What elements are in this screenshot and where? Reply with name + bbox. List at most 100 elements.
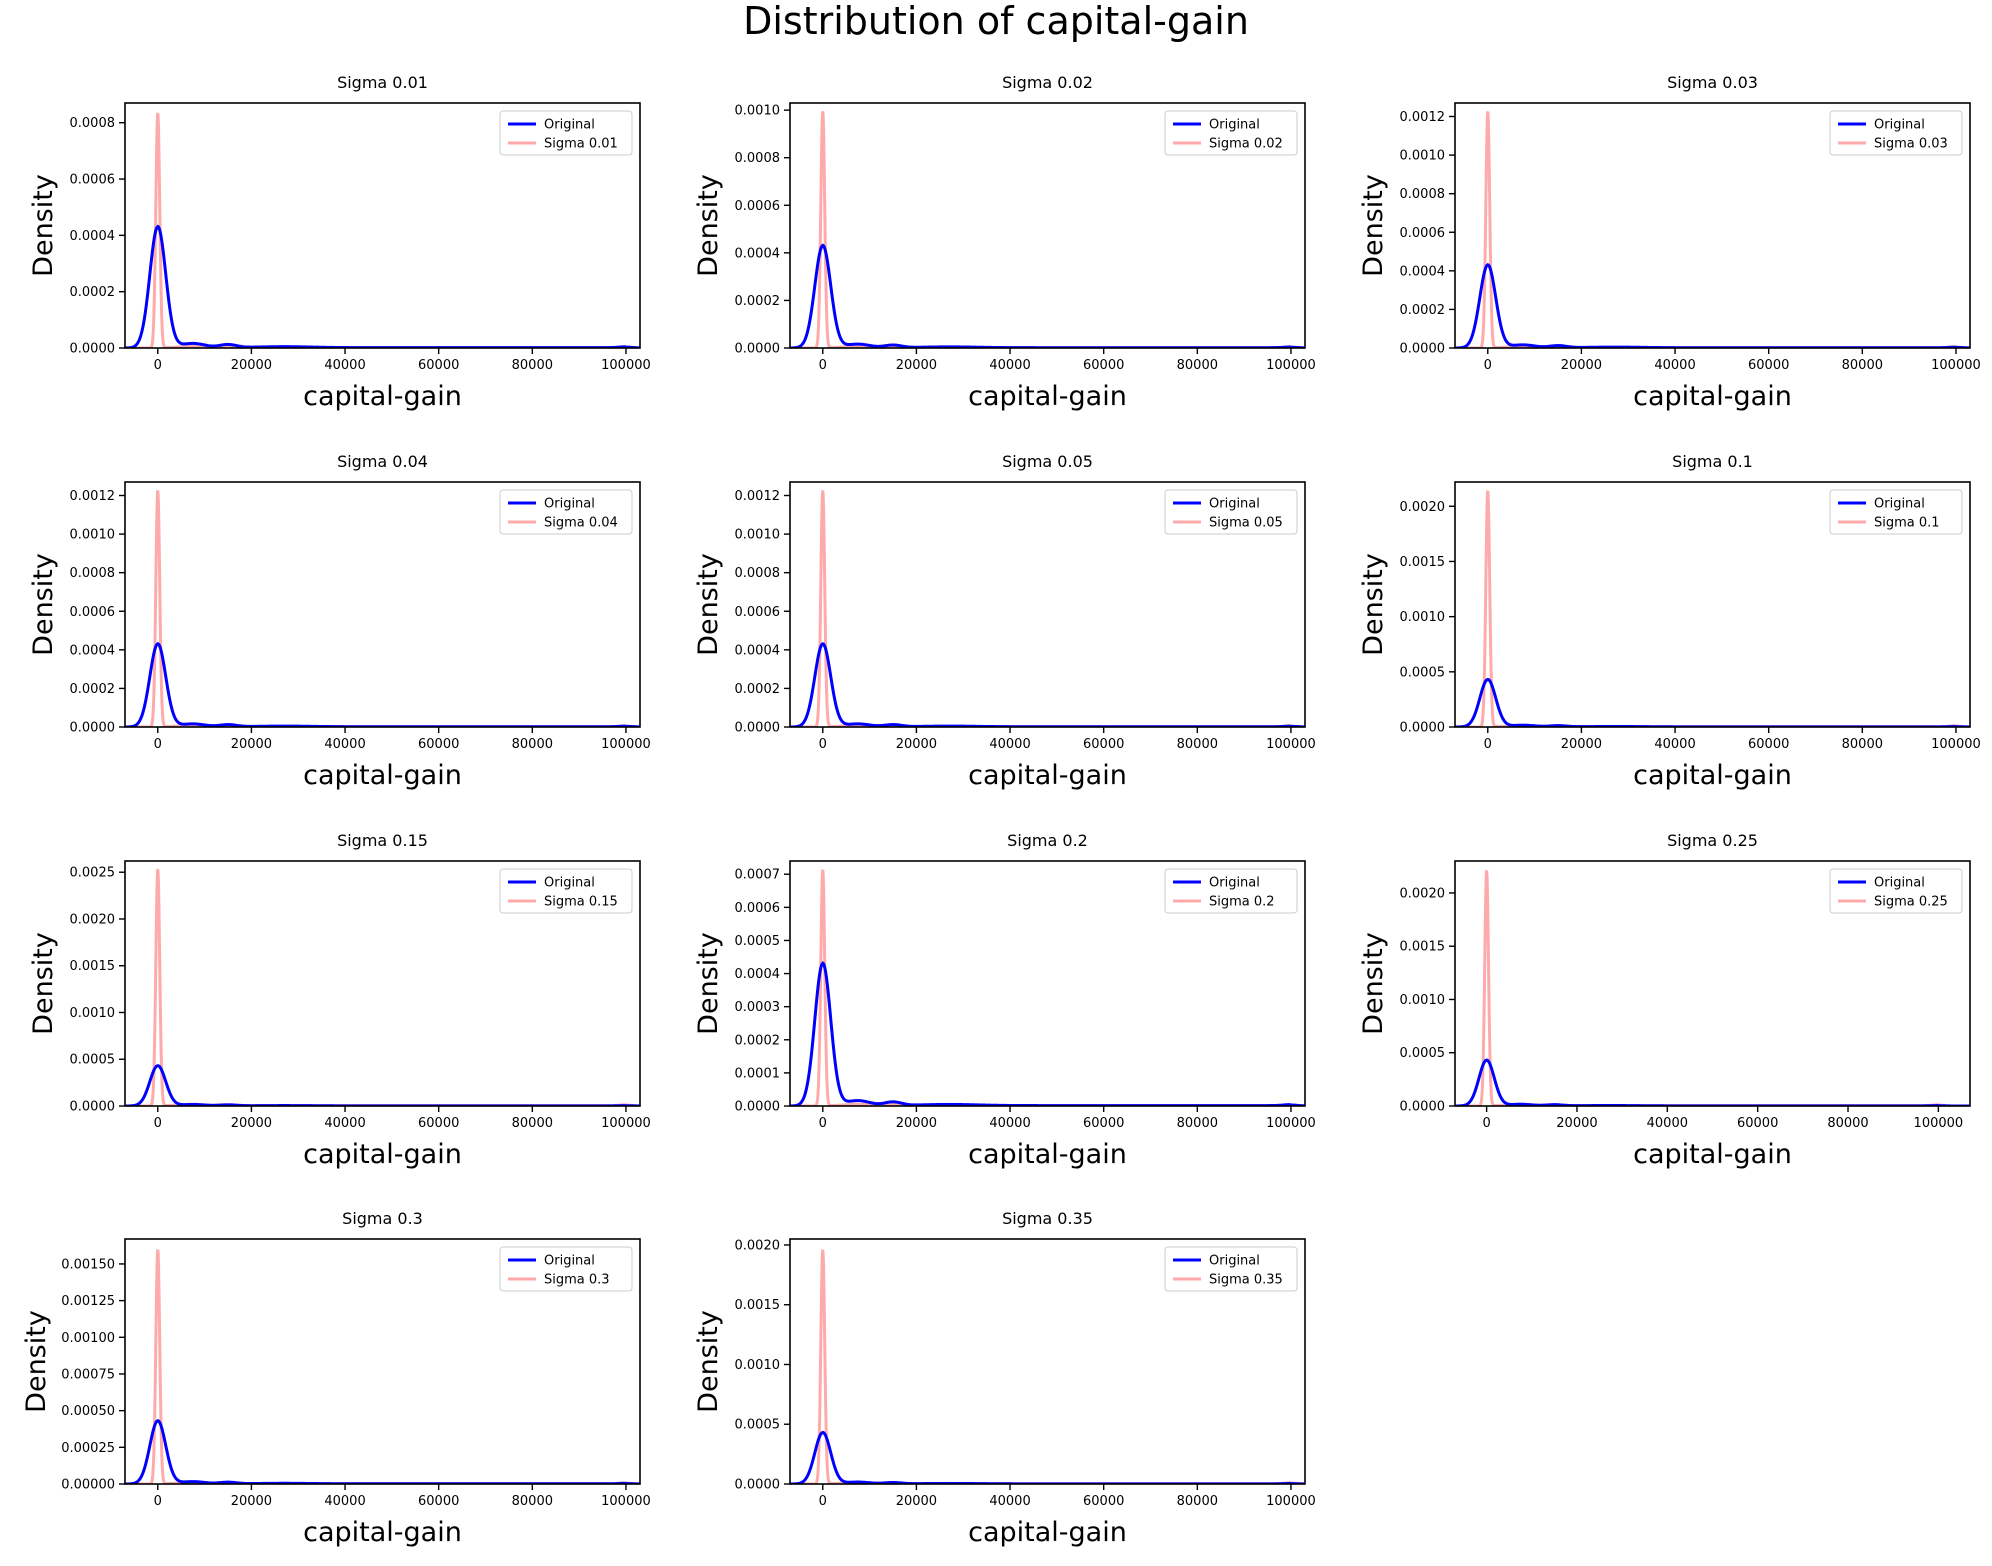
- y-tick-label: 0.0025: [70, 866, 116, 881]
- y-tick-label: 0.0020: [735, 1238, 781, 1253]
- x-tick-label: 80000: [512, 737, 553, 752]
- subplot-title: Sigma 0.1: [1672, 452, 1753, 471]
- y-tick-label: 0.0010: [1400, 993, 1446, 1008]
- y-tick-label: 0.0010: [1400, 610, 1446, 625]
- y-axis-label: Density: [21, 1310, 52, 1413]
- axes-frame: [789, 481, 1306, 728]
- x-axis-label: capital-gain: [303, 1517, 462, 1548]
- x-tick-label: 80000: [1827, 1116, 1868, 1131]
- x-tick-label: 40000: [989, 358, 1030, 373]
- y-tick-label: 0.0010: [1400, 149, 1446, 164]
- subplot: Sigma 0.15 0 20000 40000 60000 80000 100000 0.0…: [28, 831, 651, 1170]
- x-axis-label: capital-gain: [1633, 381, 1792, 412]
- subplot-title: Sigma 0.35: [1002, 1209, 1093, 1228]
- subplot: Sigma 0.2 0 20000 40000 60000 80000 100000 0.00…: [693, 831, 1316, 1170]
- x-tick-label: 60000: [1083, 358, 1124, 373]
- y-axis-label: Density: [28, 174, 59, 277]
- legend-label: Original: [1209, 118, 1260, 133]
- subplot-title: Sigma 0.25: [1667, 831, 1758, 850]
- y-tick-label: 0.00100: [61, 1331, 115, 1346]
- x-axis-label: capital-gain: [968, 760, 1127, 791]
- axes-frame: [789, 860, 1306, 1107]
- x-tick-label: 40000: [989, 737, 1030, 752]
- y-axis-label: Density: [1358, 174, 1389, 277]
- legend-label: Sigma 0.15: [544, 895, 618, 910]
- y-axis-label: Density: [693, 1310, 724, 1413]
- axes-frame: [124, 1238, 641, 1485]
- x-tick-label: 0: [1484, 737, 1492, 752]
- y-tick-label: 0.00025: [61, 1441, 115, 1456]
- legend-label: Original: [544, 1254, 595, 1269]
- x-tick-label: 20000: [231, 737, 272, 752]
- y-tick-label: 0.0000: [1400, 342, 1446, 357]
- y-tick-label: 0.0000: [70, 342, 116, 357]
- x-tick-label: 80000: [1177, 1494, 1218, 1509]
- y-tick-label: 0.0004: [70, 643, 116, 658]
- subplot: Sigma 0.1 0 20000 40000 60000 80000 100000 0.00…: [1358, 452, 1981, 791]
- x-tick-label: 60000: [418, 1494, 459, 1509]
- y-tick-label: 0.0002: [735, 1033, 781, 1048]
- y-tick-label: 0.0004: [70, 229, 116, 244]
- legend-label: Original: [1209, 497, 1260, 512]
- y-tick-label: 0.0008: [735, 566, 781, 581]
- x-tick-label: 100000: [1266, 1494, 1316, 1509]
- y-tick-label: 0.0010: [70, 1006, 116, 1021]
- x-tick-label: 40000: [324, 1116, 365, 1131]
- legend-label: Sigma 0.25: [1874, 895, 1948, 910]
- y-tick-label: 0.0006: [735, 199, 781, 214]
- y-tick-label: 0.0008: [1400, 187, 1446, 202]
- y-tick-label: 0.0004: [735, 246, 781, 261]
- x-tick-label: 0: [1482, 1116, 1490, 1131]
- x-tick-label: 20000: [1556, 1116, 1597, 1131]
- x-tick-label: 0: [154, 1116, 162, 1131]
- x-tick-label: 60000: [1748, 737, 1789, 752]
- legend-label: Original: [1874, 497, 1925, 512]
- y-tick-label: 0.0000: [735, 721, 781, 736]
- y-tick-label: 0.0005: [1400, 665, 1446, 680]
- y-tick-label: 0.0000: [1400, 1100, 1446, 1115]
- y-tick-label: 0.0005: [735, 934, 781, 949]
- x-tick-label: 20000: [231, 358, 272, 373]
- x-tick-label: 100000: [601, 1494, 651, 1509]
- y-tick-label: 0.0008: [735, 151, 781, 166]
- x-tick-label: 60000: [1737, 1116, 1778, 1131]
- x-tick-label: 20000: [896, 1494, 937, 1509]
- y-axis-label: Density: [28, 553, 59, 656]
- subplot: Sigma 0.35 0 20000 40000 60000 80000 100000 0.0…: [693, 1209, 1316, 1548]
- y-tick-label: 0.0008: [70, 116, 116, 131]
- y-tick-label: 0.0005: [70, 1053, 116, 1068]
- legend-label: Sigma 0.05: [1209, 516, 1283, 531]
- subplot: Sigma 0.3 0 20000 40000 60000 80000 100000 0.00…: [21, 1209, 651, 1548]
- axes-frame: [789, 102, 1306, 349]
- y-tick-label: 0.0012: [1400, 110, 1446, 125]
- x-tick-label: 80000: [1177, 1116, 1218, 1131]
- x-axis-label: capital-gain: [303, 381, 462, 412]
- y-tick-label: 0.0020: [1400, 500, 1446, 515]
- y-tick-label: 0.0005: [735, 1418, 781, 1433]
- subplot: Sigma 0.05 0 20000 40000 60000 80000 100000 0.0…: [693, 452, 1316, 791]
- subplot-title: Sigma 0.3: [342, 1209, 423, 1228]
- y-tick-label: 0.0012: [70, 489, 116, 504]
- x-tick-label: 20000: [896, 737, 937, 752]
- x-axis-label: capital-gain: [1633, 760, 1792, 791]
- y-tick-label: 0.0015: [1400, 940, 1446, 955]
- axes-frame: [1454, 860, 1971, 1107]
- subplot: Sigma 0.03 0 20000 40000 60000 80000 100000 0.0…: [1358, 73, 1981, 412]
- legend-label: Original: [544, 497, 595, 512]
- y-tick-label: 0.0000: [735, 1100, 781, 1115]
- figure-title: Distribution of capital-gain: [743, 0, 1249, 43]
- x-tick-label: 40000: [1654, 737, 1695, 752]
- x-tick-label: 0: [154, 1494, 162, 1509]
- legend-label: Original: [1874, 876, 1925, 891]
- x-tick-label: 80000: [1177, 737, 1218, 752]
- x-tick-label: 40000: [324, 1494, 365, 1509]
- x-tick-label: 20000: [1561, 737, 1602, 752]
- y-tick-label: 0.0000: [735, 1478, 781, 1493]
- y-tick-label: 0.0000: [1400, 721, 1446, 736]
- subplot-title: Sigma 0.05: [1002, 452, 1093, 471]
- legend-label: Sigma 0.2: [1209, 895, 1275, 910]
- x-tick-label: 40000: [989, 1116, 1030, 1131]
- x-tick-label: 100000: [1914, 1116, 1964, 1131]
- subplot-title: Sigma 0.02: [1002, 73, 1093, 92]
- y-tick-label: 0.0006: [1400, 226, 1446, 241]
